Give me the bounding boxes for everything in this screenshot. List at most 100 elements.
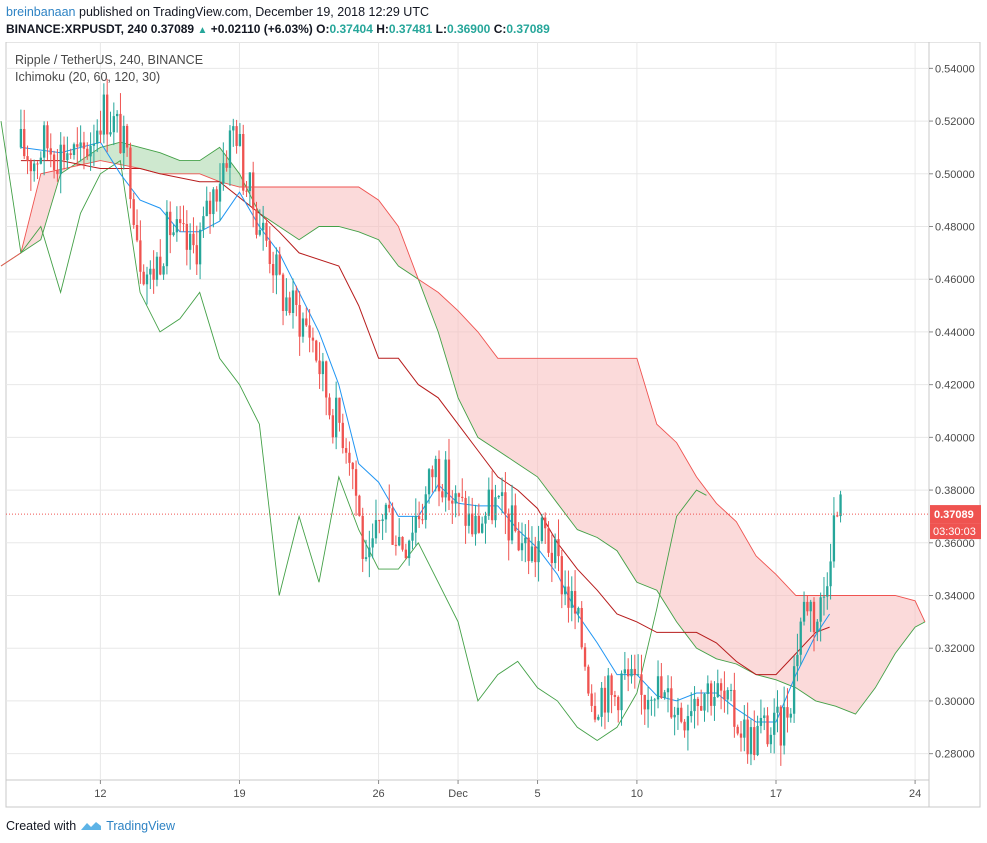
candle-body — [212, 189, 215, 215]
candle-body — [467, 513, 471, 526]
candle-body — [341, 422, 344, 449]
price-tag-value: 0.37089 — [934, 509, 974, 521]
candle-body — [125, 125, 129, 148]
candle-body — [759, 717, 763, 726]
candle-body — [265, 222, 268, 241]
candle-body — [281, 274, 285, 311]
candle-body — [228, 130, 232, 168]
candle-body — [202, 216, 205, 230]
candle-body — [753, 727, 756, 756]
candle-body — [295, 290, 298, 305]
candle-body — [328, 397, 331, 416]
candle-body — [298, 304, 301, 337]
candle-body — [786, 707, 789, 718]
candles — [19, 78, 842, 766]
candle-body — [434, 458, 437, 478]
candle-body — [444, 459, 447, 498]
candle-body — [188, 233, 192, 250]
y-tick-label: 0.44000 — [935, 327, 975, 339]
candle-body — [636, 674, 640, 676]
candle-body — [656, 676, 660, 700]
candle-body — [660, 676, 663, 698]
created-with-text: Created with — [6, 819, 77, 833]
candle-body — [172, 232, 175, 236]
candle-body — [62, 144, 66, 161]
candle-body — [680, 707, 683, 722]
candle-body — [590, 693, 593, 706]
candle-body — [749, 727, 753, 755]
candle-body — [175, 219, 179, 233]
candle-body — [593, 705, 597, 720]
candle-body — [510, 505, 514, 541]
candle-body — [398, 536, 401, 546]
chart-frame[interactable]: 0.54000 0.52000 0.50000 0.48000 0.46000 0.440… — [0, 41, 987, 810]
candle-body — [544, 517, 547, 529]
candle-body — [301, 318, 305, 337]
price-chart[interactable]: 0.54000 0.52000 0.50000 0.48000 0.46000 0.440… — [0, 41, 987, 810]
candle-body — [321, 361, 325, 375]
candle-body — [490, 489, 494, 521]
candle-body — [573, 591, 577, 614]
candle-body — [690, 711, 693, 717]
candle-body — [481, 523, 484, 533]
cloud-segment — [20, 167, 69, 253]
last-price: 0.37089 — [150, 22, 195, 36]
y-tick-label: 0.54000 — [935, 63, 975, 75]
high-value: 0.37481 — [388, 22, 433, 36]
candle-body — [23, 128, 26, 157]
candle-body — [288, 297, 291, 314]
candle-body — [33, 163, 36, 172]
candle-body — [195, 245, 198, 265]
candle-body — [391, 508, 394, 545]
brand-name[interactable]: TradingView — [106, 819, 175, 833]
author-name[interactable]: breinbanaan — [6, 5, 76, 19]
candle-body — [427, 469, 431, 495]
candle-body — [819, 597, 822, 622]
candle-body — [59, 144, 62, 175]
candle-body — [693, 698, 696, 712]
candle-body — [461, 496, 464, 498]
candle-body — [358, 495, 361, 516]
candle-body — [145, 274, 149, 285]
candle-body — [407, 540, 411, 559]
candle-body — [756, 725, 759, 756]
price-tag-box — [930, 505, 981, 524]
candle-body — [252, 172, 255, 210]
candle-body — [474, 515, 477, 535]
chart-border — [5, 41, 981, 808]
legend-indicator: Ichimoku (20, 60, 120, 30) — [15, 70, 160, 84]
candle-body — [700, 706, 703, 711]
low-value: 0.36900 — [446, 22, 491, 36]
candle-body — [275, 254, 278, 276]
candle-body — [670, 688, 673, 718]
candle-body — [92, 143, 96, 146]
candle-body — [630, 668, 633, 677]
candle-body — [351, 462, 354, 470]
candle-body — [39, 157, 42, 164]
candle-body — [477, 515, 481, 533]
candle-body — [381, 519, 384, 522]
candle-body — [354, 469, 358, 496]
candle-body — [437, 458, 441, 492]
candle-body — [567, 586, 570, 608]
candle-body — [255, 209, 258, 235]
candle-body — [285, 297, 288, 311]
candle-body — [806, 601, 809, 612]
candle-body — [318, 360, 321, 375]
candle-body — [739, 733, 743, 738]
candle-body — [378, 520, 381, 522]
candle-body — [305, 318, 308, 326]
candle-body — [633, 668, 636, 675]
candle-body — [311, 337, 315, 341]
candle-body — [155, 256, 159, 280]
candle-body — [46, 125, 49, 149]
candle-body — [401, 536, 404, 550]
legend-title: Ripple / TetherUS, 240, BINANCE — [15, 53, 203, 67]
candle-body — [185, 223, 188, 250]
high-label: H: — [376, 22, 389, 36]
candle-body — [447, 459, 451, 501]
candle-body — [169, 211, 172, 236]
y-tick-label: 0.32000 — [935, 643, 975, 655]
candle-body — [102, 94, 106, 135]
price-change: +0.02110 (+6.03%) — [210, 22, 313, 36]
